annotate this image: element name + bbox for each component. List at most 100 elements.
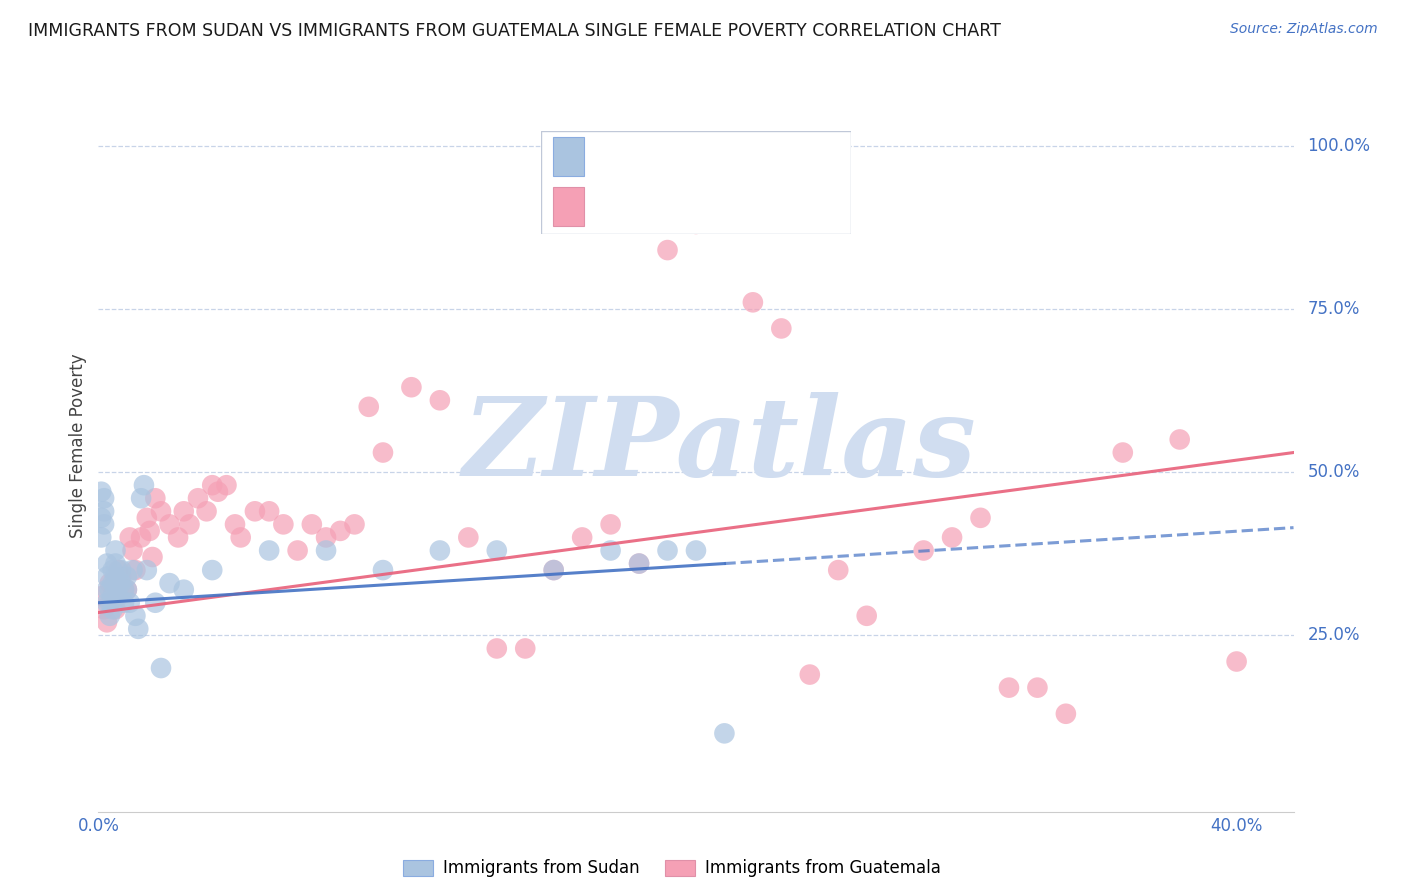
Point [713, 726, 735, 740]
Point [401, 380, 423, 394]
Point [429, 543, 451, 558]
Point [93, 602, 115, 616]
Point [96, 582, 118, 597]
Point [104, 602, 127, 616]
Point [101, 589, 124, 603]
Point [207, 484, 229, 499]
Point [912, 543, 935, 558]
Point [187, 491, 209, 506]
Point [301, 517, 323, 532]
Point [657, 543, 679, 558]
Point [173, 582, 195, 597]
Point [115, 569, 138, 583]
Point [96, 569, 118, 583]
Legend: Immigrants from Sudan, Immigrants from Guatemala: Immigrants from Sudan, Immigrants from G… [396, 853, 948, 884]
Point [98, 576, 121, 591]
Point [132, 478, 155, 492]
Point [315, 543, 337, 558]
Text: 100.0%: 100.0% [1308, 136, 1371, 154]
Point [485, 543, 508, 558]
Point [770, 321, 793, 335]
Point [229, 530, 252, 544]
Point [98, 596, 121, 610]
Point [371, 445, 394, 459]
Point [93, 504, 115, 518]
Point [685, 217, 707, 231]
Point [93, 491, 115, 506]
Point [1054, 706, 1077, 721]
Point [543, 563, 565, 577]
Text: 75.0%: 75.0% [1308, 300, 1360, 318]
Point [138, 524, 160, 538]
Point [179, 517, 201, 532]
Point [93, 517, 115, 532]
Point [159, 576, 181, 591]
Point [90, 589, 112, 603]
Point [257, 543, 280, 558]
Point [107, 563, 129, 577]
Point [98, 582, 121, 597]
Point [485, 641, 508, 656]
Point [998, 681, 1021, 695]
Point [685, 543, 707, 558]
Point [827, 563, 849, 577]
Point [98, 608, 121, 623]
Point [104, 557, 127, 571]
Point [112, 582, 135, 597]
Point [90, 530, 112, 544]
Point [224, 517, 246, 532]
Point [215, 478, 238, 492]
Point [115, 582, 138, 597]
Point [110, 576, 132, 591]
Point [741, 295, 763, 310]
Point [101, 563, 124, 577]
Point [543, 563, 565, 577]
Point [150, 504, 173, 518]
Point [1112, 445, 1135, 459]
Point [969, 511, 991, 525]
Point [599, 543, 621, 558]
Point [1168, 433, 1191, 447]
Point [167, 530, 190, 544]
Text: ZIPatlas: ZIPatlas [463, 392, 977, 500]
Point [127, 622, 149, 636]
Point [90, 484, 112, 499]
Point [101, 576, 124, 591]
Point [112, 596, 135, 610]
Point [855, 608, 877, 623]
Point [101, 602, 124, 616]
Point [159, 517, 181, 532]
Point [315, 530, 337, 544]
Point [129, 530, 152, 544]
Point [96, 615, 118, 630]
Point [90, 511, 112, 525]
Point [129, 491, 152, 506]
Point [429, 393, 451, 408]
Point [343, 517, 366, 532]
Point [121, 543, 143, 558]
Point [124, 563, 146, 577]
Point [107, 576, 129, 591]
Point [195, 504, 218, 518]
Point [273, 517, 295, 532]
Text: Source: ZipAtlas.com: Source: ZipAtlas.com [1230, 22, 1378, 37]
Point [110, 563, 132, 577]
Point [599, 517, 621, 532]
Point [135, 563, 157, 577]
Point [121, 563, 143, 577]
Point [143, 491, 166, 506]
Point [457, 530, 479, 544]
Point [287, 543, 309, 558]
Point [713, 191, 735, 205]
Point [201, 478, 224, 492]
Point [101, 589, 124, 603]
Point [115, 582, 138, 597]
Point [96, 596, 118, 610]
Point [329, 524, 352, 538]
Point [628, 557, 651, 571]
Point [201, 563, 224, 577]
Point [96, 557, 118, 571]
Point [104, 569, 127, 583]
Point [371, 563, 394, 577]
Point [173, 504, 195, 518]
